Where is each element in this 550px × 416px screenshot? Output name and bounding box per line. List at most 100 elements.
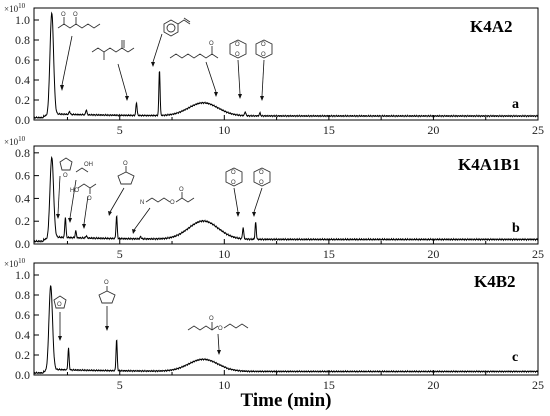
- svg-text:O: O: [123, 161, 128, 167]
- arrow-thf-b: [57, 175, 61, 215]
- panel-c-trace: [33, 285, 539, 375]
- panel-b-title: K4A1B1: [458, 155, 520, 174]
- molecule-diketone-icon: O O: [57, 12, 101, 29]
- arrow-alkene: [117, 63, 128, 97]
- svg-text:O: O: [235, 52, 240, 58]
- arrow-hydroxy-2: [83, 195, 89, 225]
- y-tick-label: 1.0: [15, 268, 30, 282]
- svg-text:O: O: [179, 187, 184, 193]
- molecule-butenyl-hexanoate-icon: O O: [187, 316, 249, 332]
- svg-text:O: O: [231, 180, 236, 186]
- arrow-diketone: [61, 35, 73, 86]
- svg-text:O: O: [209, 41, 214, 47]
- arrow-ester-c: [217, 333, 220, 351]
- x-tick-label: 15: [323, 378, 335, 392]
- y-tick-label: 0.8: [15, 146, 30, 160]
- x-tick-label: 15: [323, 123, 335, 137]
- y-tick-label: 1.0: [15, 13, 30, 27]
- x-tick-label: 10: [218, 378, 230, 392]
- y-tick-label: 0.6: [15, 308, 30, 322]
- svg-text:O: O: [235, 42, 240, 48]
- svg-text:O: O: [57, 302, 62, 308]
- molecule-thf-b-icon: O: [59, 157, 73, 179]
- panel-a-title: K4A2: [470, 17, 513, 36]
- panel-b-trace: [33, 155, 539, 243]
- arrow-cyanoethyl: [133, 207, 151, 231]
- molecule-cyanoethyl-acrylate-icon: N O O: [140, 187, 195, 206]
- panel-c-frame: [33, 262, 539, 376]
- arrow-cyclopentanone-b: [109, 187, 125, 213]
- molecule-cyclopentanone-b-icon: O: [117, 161, 135, 185]
- svg-text:O: O: [218, 326, 223, 332]
- y-tick-label: 0.4: [15, 328, 30, 342]
- svg-text:O: O: [231, 170, 236, 176]
- arrow-styrene: [152, 33, 163, 63]
- x-tick-label: 25: [532, 247, 544, 261]
- panel-c: ×1010 5 10 15 20 25 0.0 0.2 0.4 0.6 0.8 1.0 K4B2 c…: [4, 257, 544, 392]
- arrow-lactide-2: [261, 59, 265, 97]
- molecule-ester-chain-icon: O: [169, 41, 219, 59]
- molecule-alkene-icon: [91, 40, 135, 60]
- svg-text:O: O: [104, 280, 109, 286]
- molecule-lactide-b2-icon: O O: [253, 167, 271, 187]
- svg-text:O: O: [259, 180, 264, 186]
- y-tick-label: 0.8: [15, 33, 30, 47]
- arrow-lactide-1: [237, 59, 241, 95]
- molecule-lactide-2-icon: O O: [255, 39, 273, 59]
- panel-a-exponent: ×1010: [4, 2, 26, 14]
- molecule-lactide-1-icon: O O: [229, 39, 247, 59]
- y-tick-label: 0.0: [15, 237, 30, 251]
- arrow-hydroxy-1: [69, 179, 77, 219]
- y-tick-label: 0.2: [15, 93, 30, 107]
- panel-b-ticks: 5 10 15 20 25 0.0 0.2 0.4 0.6 0.8: [15, 146, 544, 261]
- molecule-lactide-b1-icon: O O: [225, 167, 243, 187]
- panel-a-ticks: 5 10 15 20 25 0.0 0.2 0.4 0.6 0.8 1.0: [15, 13, 544, 137]
- panel-b: ×1010 5 10 15 20 250.00.20.40.60.8 K4A1B1 b …: [4, 135, 544, 261]
- svg-text:O: O: [209, 316, 214, 322]
- y-tick-label: 0.2: [15, 348, 30, 362]
- y-tick-label: 0.2: [15, 214, 30, 228]
- panel-a-trace: [33, 11, 539, 120]
- svg-text:O: O: [261, 52, 266, 58]
- panel-a-frame: [33, 7, 539, 121]
- svg-text:O: O: [63, 173, 68, 179]
- svg-text:O: O: [87, 196, 92, 202]
- panel-c-letter: c: [512, 350, 518, 365]
- arrow-ester-chain: [205, 61, 217, 93]
- svg-text:O: O: [261, 42, 266, 48]
- y-tick-label: 0.0: [15, 113, 30, 127]
- panel-a: ×1010 5 10 15 20 25 0.0 0.2 0.4 0.6 0.8 1.0 K4A2 a…: [4, 2, 544, 137]
- x-tick-label: 25: [532, 123, 544, 137]
- panel-c-title: K4B2: [474, 272, 516, 291]
- y-tick-label: 0.8: [15, 288, 30, 302]
- panel-b-exponent: ×1010: [4, 135, 26, 147]
- y-tick-label: 0.4: [15, 191, 30, 205]
- panel-c-exponent: ×1010: [4, 257, 26, 269]
- svg-text:O: O: [259, 170, 264, 176]
- molecule-thf-c-icon: O: [53, 295, 67, 309]
- svg-text:OH: OH: [84, 162, 93, 168]
- y-tick-label: 0.6: [15, 53, 30, 67]
- arrow-lactide-b1: [233, 187, 239, 213]
- x-tick-label: 10: [218, 247, 230, 261]
- x-axis-title: Time (min): [241, 390, 332, 411]
- x-tick-label: 20: [427, 123, 439, 137]
- y-tick-label: 0.4: [15, 73, 30, 87]
- molecule-cyclopentanone-c-icon: O: [98, 280, 116, 304]
- x-tick-label: 15: [323, 247, 335, 261]
- x-tick-label: 5: [117, 378, 123, 392]
- molecule-styrene-icon: [163, 17, 191, 37]
- svg-text:O: O: [61, 12, 66, 18]
- svg-text:O: O: [73, 12, 78, 18]
- molecule-hydroxy-acrylate-icon: OH HO O: [70, 162, 97, 202]
- arrow-lactide-b2: [253, 187, 263, 213]
- svg-text:O: O: [170, 200, 175, 206]
- panel-c-ticks: 5 10 15 20 25 0.0 0.2 0.4 0.6 0.8 1.0: [15, 268, 544, 392]
- x-tick-label: 20: [427, 247, 439, 261]
- y-tick-label: 0.6: [15, 169, 30, 183]
- x-tick-label: 20: [427, 378, 439, 392]
- x-tick-label: 5: [117, 123, 123, 137]
- x-tick-label: 5: [117, 247, 123, 261]
- y-tick-label: 0.0: [15, 368, 30, 382]
